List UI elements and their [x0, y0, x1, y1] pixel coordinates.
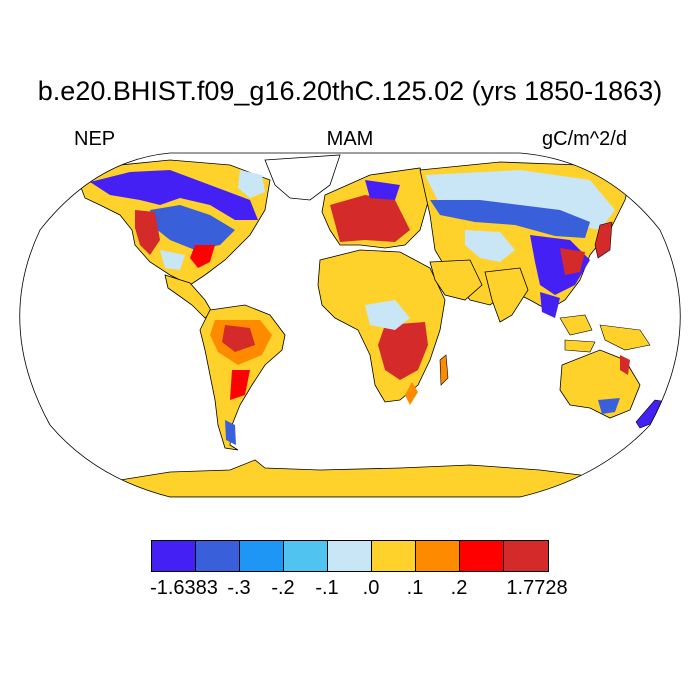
japan: [594, 221, 613, 259]
colorbar-swatch: [284, 541, 328, 571]
maritime-southeast-asia: [559, 314, 651, 353]
new-zealand: [635, 399, 669, 429]
central-america: [164, 274, 213, 319]
australia: [559, 349, 641, 419]
africa: [317, 249, 446, 405]
map-boundary: [19, 152, 681, 498]
india: [484, 267, 529, 323]
europe: [321, 167, 431, 249]
colorbar-swatch: [328, 541, 372, 571]
colorbar-swatch: [460, 541, 504, 571]
plot-title: b.e20.BHIST.f09_g16.20thC.125.02 (yrs 18…: [37, 76, 663, 106]
greenland: [264, 154, 341, 201]
colorbar-tick-label: -.3: [227, 577, 251, 599]
colorbar-swatch: [152, 541, 196, 571]
colorbar-tick-label: -1.6383: [150, 577, 218, 599]
colorbar-tick-label: -.1: [315, 577, 339, 599]
colorbar-tick-label: 1.7728: [506, 577, 568, 599]
north-america: [79, 159, 271, 286]
variable-label: NEP: [74, 128, 116, 150]
colorbar-swatch: [196, 541, 240, 571]
colorbar-swatch: [504, 541, 548, 571]
colorbar-tick-label: .2: [450, 577, 468, 599]
colorbar: [151, 540, 549, 572]
south-america: [199, 304, 286, 451]
arabian-peninsula: [429, 259, 483, 301]
colorbar-swatch: [372, 541, 416, 571]
colorbar-tick-label: .0: [362, 577, 380, 599]
colorbar-swatch: [416, 541, 460, 571]
units-label: gC/m^2/d: [542, 128, 627, 150]
colorbar-tick-label: .1: [406, 577, 424, 599]
colorbar-tick-label: -.2: [271, 577, 295, 599]
madagascar: [439, 354, 449, 386]
colorbar-swatch: [240, 541, 284, 571]
antarctica: [59, 459, 642, 497]
season-label: MAM: [326, 128, 374, 150]
